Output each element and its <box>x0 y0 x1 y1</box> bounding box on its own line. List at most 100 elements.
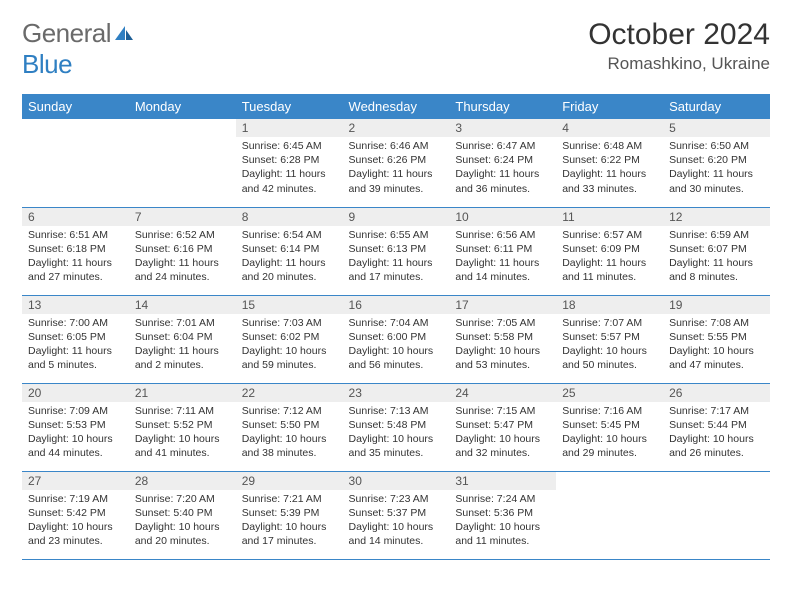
day-details: Sunrise: 7:07 AMSunset: 5:57 PMDaylight:… <box>556 314 663 377</box>
calendar-day-cell: 13Sunrise: 7:00 AMSunset: 6:05 PMDayligh… <box>22 295 129 383</box>
day-number: 10 <box>449 208 556 226</box>
sunset-text: Sunset: 6:26 PM <box>349 153 444 167</box>
sunrise-text: Sunrise: 7:19 AM <box>28 492 123 506</box>
calendar-week-row: 27Sunrise: 7:19 AMSunset: 5:42 PMDayligh… <box>22 471 770 559</box>
sunset-text: Sunset: 6:18 PM <box>28 242 123 256</box>
sunset-text: Sunset: 6:28 PM <box>242 153 337 167</box>
day-number: 9 <box>343 208 450 226</box>
sunset-text: Sunset: 6:22 PM <box>562 153 657 167</box>
calendar-day-cell <box>556 471 663 559</box>
sunrise-text: Sunrise: 7:09 AM <box>28 404 123 418</box>
calendar-week-row: 20Sunrise: 7:09 AMSunset: 5:53 PMDayligh… <box>22 383 770 471</box>
weekday-monday: Monday <box>129 94 236 119</box>
day-number: 31 <box>449 472 556 490</box>
calendar-day-cell: 9Sunrise: 6:55 AMSunset: 6:13 PMDaylight… <box>343 207 450 295</box>
calendar-day-cell <box>663 471 770 559</box>
calendar-day-cell: 24Sunrise: 7:15 AMSunset: 5:47 PMDayligh… <box>449 383 556 471</box>
daylight-text: Daylight: 10 hours and 35 minutes. <box>349 432 444 460</box>
day-number: 20 <box>22 384 129 402</box>
day-details: Sunrise: 7:05 AMSunset: 5:58 PMDaylight:… <box>449 314 556 377</box>
calendar-day-cell: 22Sunrise: 7:12 AMSunset: 5:50 PMDayligh… <box>236 383 343 471</box>
daylight-text: Daylight: 10 hours and 26 minutes. <box>669 432 764 460</box>
sunrise-text: Sunrise: 6:47 AM <box>455 139 550 153</box>
day-details: Sunrise: 6:55 AMSunset: 6:13 PMDaylight:… <box>343 226 450 289</box>
calendar-day-cell: 15Sunrise: 7:03 AMSunset: 6:02 PMDayligh… <box>236 295 343 383</box>
day-details: Sunrise: 7:01 AMSunset: 6:04 PMDaylight:… <box>129 314 236 377</box>
sunrise-text: Sunrise: 7:15 AM <box>455 404 550 418</box>
day-number: 29 <box>236 472 343 490</box>
day-details: Sunrise: 6:48 AMSunset: 6:22 PMDaylight:… <box>556 137 663 200</box>
day-number: 22 <box>236 384 343 402</box>
weekday-wednesday: Wednesday <box>343 94 450 119</box>
day-number: 7 <box>129 208 236 226</box>
daylight-text: Daylight: 10 hours and 14 minutes. <box>349 520 444 548</box>
day-number: 8 <box>236 208 343 226</box>
page-title: October 2024 <box>588 18 770 52</box>
daylight-text: Daylight: 11 hours and 42 minutes. <box>242 167 337 195</box>
sunrise-text: Sunrise: 7:11 AM <box>135 404 230 418</box>
daylight-text: Daylight: 11 hours and 39 minutes. <box>349 167 444 195</box>
sunset-text: Sunset: 5:45 PM <box>562 418 657 432</box>
sunrise-text: Sunrise: 7:17 AM <box>669 404 764 418</box>
daylight-text: Daylight: 11 hours and 30 minutes. <box>669 167 764 195</box>
calendar-day-cell: 1Sunrise: 6:45 AMSunset: 6:28 PMDaylight… <box>236 119 343 207</box>
calendar-day-cell: 14Sunrise: 7:01 AMSunset: 6:04 PMDayligh… <box>129 295 236 383</box>
day-details: Sunrise: 7:03 AMSunset: 6:02 PMDaylight:… <box>236 314 343 377</box>
daylight-text: Daylight: 11 hours and 5 minutes. <box>28 344 123 372</box>
day-details: Sunrise: 7:15 AMSunset: 5:47 PMDaylight:… <box>449 402 556 465</box>
daylight-text: Daylight: 11 hours and 27 minutes. <box>28 256 123 284</box>
sunset-text: Sunset: 6:13 PM <box>349 242 444 256</box>
day-number: 16 <box>343 296 450 314</box>
sunrise-text: Sunrise: 7:05 AM <box>455 316 550 330</box>
day-details: Sunrise: 7:12 AMSunset: 5:50 PMDaylight:… <box>236 402 343 465</box>
daylight-text: Daylight: 10 hours and 38 minutes. <box>242 432 337 460</box>
daylight-text: Daylight: 11 hours and 36 minutes. <box>455 167 550 195</box>
daylight-text: Daylight: 11 hours and 33 minutes. <box>562 167 657 195</box>
day-details: Sunrise: 7:04 AMSunset: 6:00 PMDaylight:… <box>343 314 450 377</box>
sunset-text: Sunset: 5:37 PM <box>349 506 444 520</box>
day-details: Sunrise: 6:59 AMSunset: 6:07 PMDaylight:… <box>663 226 770 289</box>
daylight-text: Daylight: 10 hours and 41 minutes. <box>135 432 230 460</box>
calendar-day-cell <box>22 119 129 207</box>
day-number: 17 <box>449 296 556 314</box>
daylight-text: Daylight: 10 hours and 59 minutes. <box>242 344 337 372</box>
daylight-text: Daylight: 10 hours and 47 minutes. <box>669 344 764 372</box>
sunrise-text: Sunrise: 7:12 AM <box>242 404 337 418</box>
day-number: 15 <box>236 296 343 314</box>
sunset-text: Sunset: 6:02 PM <box>242 330 337 344</box>
daylight-text: Daylight: 10 hours and 23 minutes. <box>28 520 123 548</box>
day-number: 18 <box>556 296 663 314</box>
day-number: 3 <box>449 119 556 137</box>
day-details: Sunrise: 6:46 AMSunset: 6:26 PMDaylight:… <box>343 137 450 200</box>
day-number <box>129 119 236 123</box>
sunset-text: Sunset: 6:09 PM <box>562 242 657 256</box>
sunrise-text: Sunrise: 7:00 AM <box>28 316 123 330</box>
weekday-thursday: Thursday <box>449 94 556 119</box>
sunset-text: Sunset: 6:04 PM <box>135 330 230 344</box>
day-details: Sunrise: 6:45 AMSunset: 6:28 PMDaylight:… <box>236 137 343 200</box>
sunset-text: Sunset: 6:11 PM <box>455 242 550 256</box>
calendar-day-cell: 26Sunrise: 7:17 AMSunset: 5:44 PMDayligh… <box>663 383 770 471</box>
day-number: 1 <box>236 119 343 137</box>
sunrise-text: Sunrise: 7:21 AM <box>242 492 337 506</box>
location-label: Romashkino, Ukraine <box>588 54 770 74</box>
calendar-day-cell: 23Sunrise: 7:13 AMSunset: 5:48 PMDayligh… <box>343 383 450 471</box>
calendar-week-row: 13Sunrise: 7:00 AMSunset: 6:05 PMDayligh… <box>22 295 770 383</box>
daylight-text: Daylight: 11 hours and 14 minutes. <box>455 256 550 284</box>
daylight-text: Daylight: 11 hours and 8 minutes. <box>669 256 764 284</box>
calendar-day-cell: 20Sunrise: 7:09 AMSunset: 5:53 PMDayligh… <box>22 383 129 471</box>
day-number: 19 <box>663 296 770 314</box>
sunset-text: Sunset: 5:50 PM <box>242 418 337 432</box>
calendar-table: Sunday Monday Tuesday Wednesday Thursday… <box>22 94 770 560</box>
day-number: 23 <box>343 384 450 402</box>
logo-sail-icon <box>113 18 135 49</box>
title-block: October 2024 Romashkino, Ukraine <box>588 18 770 74</box>
sunrise-text: Sunrise: 6:57 AM <box>562 228 657 242</box>
calendar-day-cell: 25Sunrise: 7:16 AMSunset: 5:45 PMDayligh… <box>556 383 663 471</box>
sunrise-text: Sunrise: 7:07 AM <box>562 316 657 330</box>
calendar-day-cell: 31Sunrise: 7:24 AMSunset: 5:36 PMDayligh… <box>449 471 556 559</box>
calendar-day-cell: 8Sunrise: 6:54 AMSunset: 6:14 PMDaylight… <box>236 207 343 295</box>
calendar-day-cell: 21Sunrise: 7:11 AMSunset: 5:52 PMDayligh… <box>129 383 236 471</box>
daylight-text: Daylight: 11 hours and 2 minutes. <box>135 344 230 372</box>
day-number: 6 <box>22 208 129 226</box>
